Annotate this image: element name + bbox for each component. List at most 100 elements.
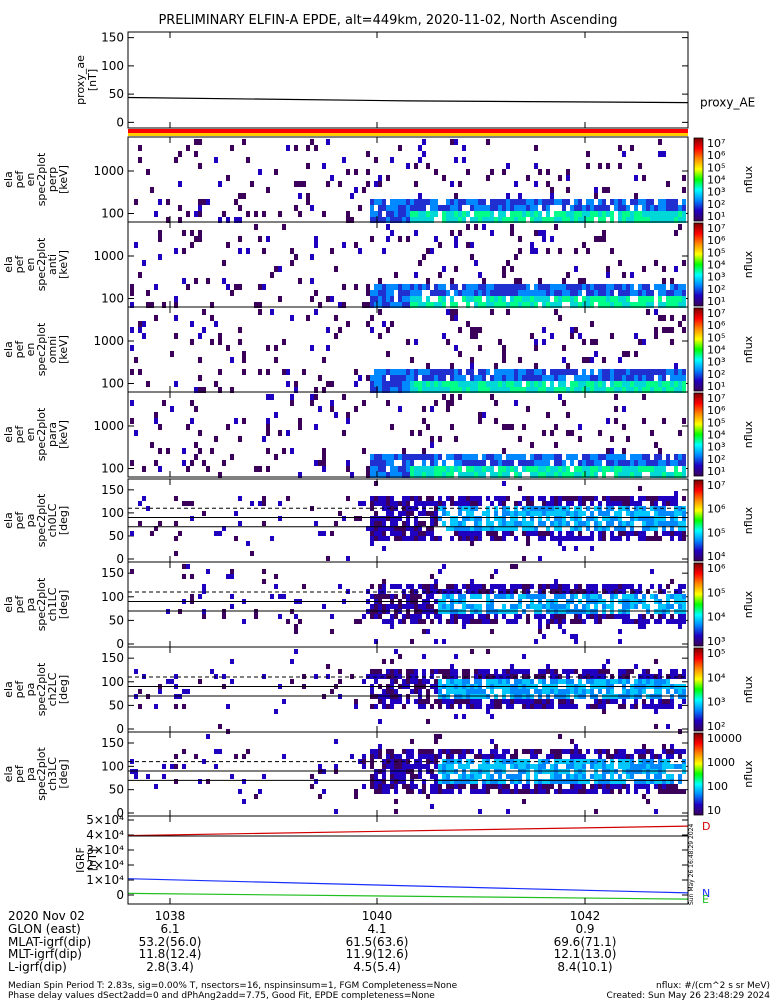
heatmap-cell xyxy=(322,460,326,466)
heatmap-cell xyxy=(430,387,434,393)
heatmap-cell xyxy=(510,375,514,381)
heatmap-cell xyxy=(562,357,566,363)
heatmap-cell xyxy=(542,674,546,679)
heatmap-cell xyxy=(202,589,206,594)
heatmap-cell xyxy=(506,375,510,381)
heatmap-cell xyxy=(326,381,330,387)
heatmap-cell xyxy=(454,609,458,614)
heatmap-cell xyxy=(306,199,310,205)
heatmap-cell xyxy=(542,789,546,794)
heatmap-cell xyxy=(574,594,578,599)
heatmap-cell xyxy=(406,284,410,290)
heatmap-cell xyxy=(414,536,418,541)
heatmap-cell xyxy=(458,351,462,357)
heatmap-cell xyxy=(554,375,558,381)
heatmap-cell xyxy=(390,284,394,290)
heatmap-cell xyxy=(382,584,386,589)
heatmap-cell xyxy=(422,199,426,205)
heatmap-cell xyxy=(642,296,646,302)
heatmap-cell xyxy=(642,460,646,466)
heatmap-cell xyxy=(630,694,634,699)
heatmap-cell xyxy=(478,604,482,609)
heatmap-cell xyxy=(554,689,558,694)
heatmap-cell xyxy=(470,536,474,541)
heatmap-cell xyxy=(138,521,142,526)
heatmap-cell xyxy=(438,679,442,684)
heatmap-cell xyxy=(370,496,374,501)
heatmap-cell xyxy=(214,321,218,327)
heatmap-cell xyxy=(450,664,454,669)
heatmap-cell xyxy=(522,556,526,561)
heatmap-cell xyxy=(370,526,374,531)
heatmap-cell xyxy=(182,248,186,254)
heatmap-cell xyxy=(594,784,598,789)
heatmap-cell xyxy=(646,302,650,308)
heatmap-cell xyxy=(402,536,406,541)
heatmap-cell xyxy=(658,496,662,501)
colorbar-tick-label: 10⁴ xyxy=(707,671,726,684)
heatmap-cell xyxy=(218,181,222,187)
heatmap-cell xyxy=(642,302,646,308)
heatmap-cell xyxy=(390,230,394,236)
heatmap-cell xyxy=(446,584,450,589)
heatmap-cell xyxy=(446,290,450,296)
heatmap-cell xyxy=(646,536,650,541)
heatmap-cell xyxy=(450,536,454,541)
heatmap-cell xyxy=(562,290,566,296)
heatmap-cell xyxy=(394,689,398,694)
heatmap-cell xyxy=(458,536,462,541)
heatmap-cell xyxy=(410,674,414,679)
heatmap-cell xyxy=(450,669,454,674)
heatmap-cell xyxy=(570,460,574,466)
heatmap-cell xyxy=(342,516,346,521)
heatmap-cell xyxy=(546,511,550,516)
heatmap-cell xyxy=(406,339,410,345)
panel-ylabel-line: [deg] xyxy=(57,506,70,535)
heatmap-cell xyxy=(422,284,426,290)
heatmap-cell xyxy=(334,809,338,814)
heatmap-cell xyxy=(582,779,586,784)
heatmap-cell xyxy=(638,211,642,217)
heatmap-cell xyxy=(170,679,174,684)
heatmap-cell xyxy=(418,689,422,694)
heatmap-cell xyxy=(434,764,438,769)
heatmap-cell xyxy=(390,531,394,536)
heatmap-cell xyxy=(502,589,506,594)
heatmap-cell xyxy=(614,614,618,619)
heatmap-cell xyxy=(674,199,678,205)
heatmap-cell xyxy=(394,205,398,211)
heatmap-cell xyxy=(642,744,646,749)
heatmap-cell xyxy=(626,774,630,779)
heatmap-cell xyxy=(658,694,662,699)
heatmap-cell xyxy=(394,387,398,393)
heatmap-cell xyxy=(258,369,262,375)
y-tick-label: 100 xyxy=(101,675,124,689)
heatmap-cell xyxy=(382,779,386,784)
heatmap-cell xyxy=(674,296,678,302)
heatmap-cell xyxy=(490,784,494,789)
heatmap-cell xyxy=(654,689,658,694)
heatmap-cell xyxy=(682,674,686,679)
heatmap-cell xyxy=(570,536,574,541)
heatmap-cell xyxy=(498,699,502,704)
heatmap-cell xyxy=(494,594,498,599)
heatmap-cell xyxy=(662,699,666,704)
heatmap-cell xyxy=(590,516,594,521)
heatmap-cell xyxy=(622,302,626,308)
heatmap-cell xyxy=(218,369,222,375)
heatmap-cell xyxy=(498,774,502,779)
heatmap-cell xyxy=(354,699,358,704)
heatmap-cell xyxy=(518,211,522,217)
heatmap-cell xyxy=(642,679,646,684)
heatmap-cell xyxy=(570,290,574,296)
heatmap-cell xyxy=(442,175,446,181)
heatmap-cell xyxy=(518,381,522,387)
heatmap-cell xyxy=(358,205,362,211)
heatmap-cell xyxy=(634,704,638,709)
panel-ylabel-line: ela xyxy=(2,171,15,188)
heatmap-cell xyxy=(462,217,466,223)
heatmap-cell xyxy=(158,236,162,242)
heatmap-cell xyxy=(550,749,554,754)
heatmap-cell xyxy=(442,594,446,599)
heatmap-cell xyxy=(494,363,498,369)
